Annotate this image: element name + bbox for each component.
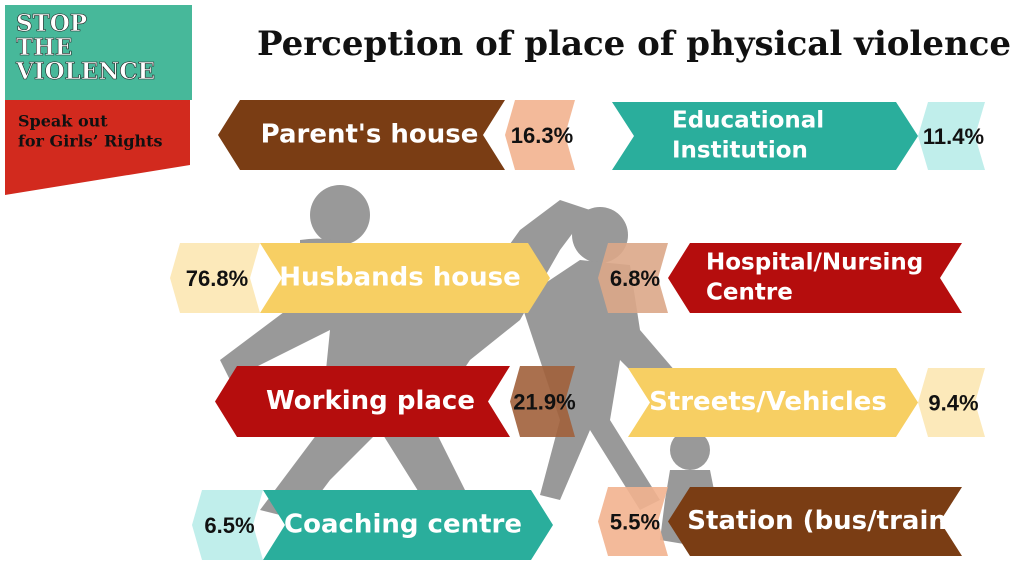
banner-label: Working place bbox=[266, 386, 475, 416]
pct-box bbox=[505, 100, 575, 170]
banner-label: Parent's house bbox=[261, 120, 479, 150]
banner-label: Hospital/Nursing bbox=[706, 250, 923, 276]
logo-text: VIOLENCE bbox=[15, 58, 155, 85]
title: Perception of place of physical violence bbox=[257, 24, 1011, 64]
banner-label: Educational bbox=[672, 108, 824, 134]
percentage: 21.9% bbox=[513, 389, 575, 414]
pct-box bbox=[598, 487, 668, 556]
pct-box bbox=[918, 102, 985, 170]
banner bbox=[668, 487, 962, 556]
banner-label: Station (bus/train) bbox=[687, 506, 959, 536]
logo-text: THE bbox=[16, 34, 72, 61]
percentage: 16.3% bbox=[511, 123, 573, 148]
banner-label: Institution bbox=[672, 138, 808, 164]
banner bbox=[218, 100, 505, 170]
logo-box bbox=[5, 5, 192, 100]
banner bbox=[612, 102, 918, 170]
logo-tagline: for Girls’ Rights bbox=[18, 132, 163, 151]
percentage: 5.5% bbox=[610, 509, 660, 534]
logo bbox=[5, 5, 192, 195]
logo-tagline: Speak out bbox=[18, 112, 108, 131]
banner-label: Coaching centre bbox=[284, 510, 522, 540]
banner bbox=[215, 366, 510, 437]
banner-label: Streets/Vehicles bbox=[649, 387, 887, 417]
percentage: 6.8% bbox=[610, 266, 660, 291]
banner bbox=[628, 368, 918, 437]
banner bbox=[263, 490, 553, 560]
banner bbox=[668, 243, 962, 313]
pct-box bbox=[192, 490, 263, 560]
pct-box bbox=[598, 243, 668, 313]
pct-box bbox=[170, 243, 260, 313]
logo-text: STOP bbox=[16, 10, 87, 37]
pct-box bbox=[918, 368, 985, 437]
banner-label: Husbands house bbox=[279, 263, 521, 293]
banner bbox=[260, 243, 550, 313]
percentage: 6.5% bbox=[204, 513, 254, 538]
banner-label: Centre bbox=[706, 280, 793, 306]
percentage: 9.4% bbox=[928, 390, 978, 415]
percentage: 11.4% bbox=[923, 124, 984, 149]
percentage: 76.8% bbox=[186, 266, 248, 291]
pct-box bbox=[510, 366, 575, 437]
logo-tag-box bbox=[5, 100, 190, 195]
